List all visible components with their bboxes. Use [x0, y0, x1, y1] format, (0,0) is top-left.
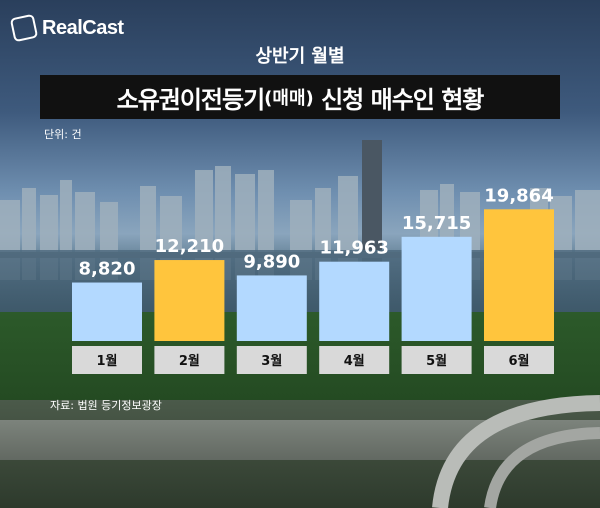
value-label-2: 12,210 — [155, 236, 224, 257]
category-label-box-5 — [401, 346, 472, 374]
chart-title-rest: 신청 매수인 현황 — [313, 85, 484, 114]
source-note: 자료: 법원 등기정보광장 — [50, 399, 162, 412]
bar-5 — [401, 236, 472, 341]
value-label-6: 19,864 — [484, 185, 553, 206]
category-label-box-6 — [484, 346, 554, 374]
value-label-5: 15,715 — [402, 213, 471, 234]
bar-2 — [154, 260, 225, 341]
chart-title-main: 소유권이전등기 — [116, 85, 266, 114]
logo: RealCast — [9, 13, 124, 43]
chart-title-box: 소유권이전등기 (매매) 신청 매수인 현황 — [40, 75, 560, 119]
chart-title-paren: (매매) — [264, 88, 314, 109]
bar-1 — [72, 282, 142, 341]
category-label-1: 1월 — [96, 353, 117, 369]
bar-4 — [319, 261, 390, 341]
category-label-6: 6월 — [508, 353, 529, 369]
bar-6 — [484, 209, 554, 341]
chart-subtitle: 상반기 월별 — [255, 46, 345, 67]
category-label-box-4 — [319, 346, 390, 374]
bar-3 — [236, 275, 307, 341]
category-label-3: 3월 — [261, 353, 282, 369]
unit-label: 단위: 건 — [44, 128, 82, 141]
category-label-box-1 — [72, 346, 142, 374]
category-label-4: 4월 — [344, 353, 365, 369]
value-label-4: 11,963 — [319, 238, 388, 259]
value-label-3: 9,890 — [243, 251, 300, 272]
category-label-box-2 — [154, 346, 225, 374]
category-label-5: 5월 — [426, 353, 447, 369]
category-label-box-3 — [236, 346, 307, 374]
value-label-1: 8,820 — [79, 259, 136, 280]
category-label-2: 2월 — [179, 353, 200, 369]
highway-ramp-background — [432, 395, 600, 508]
logo-text: RealCast — [42, 16, 124, 39]
